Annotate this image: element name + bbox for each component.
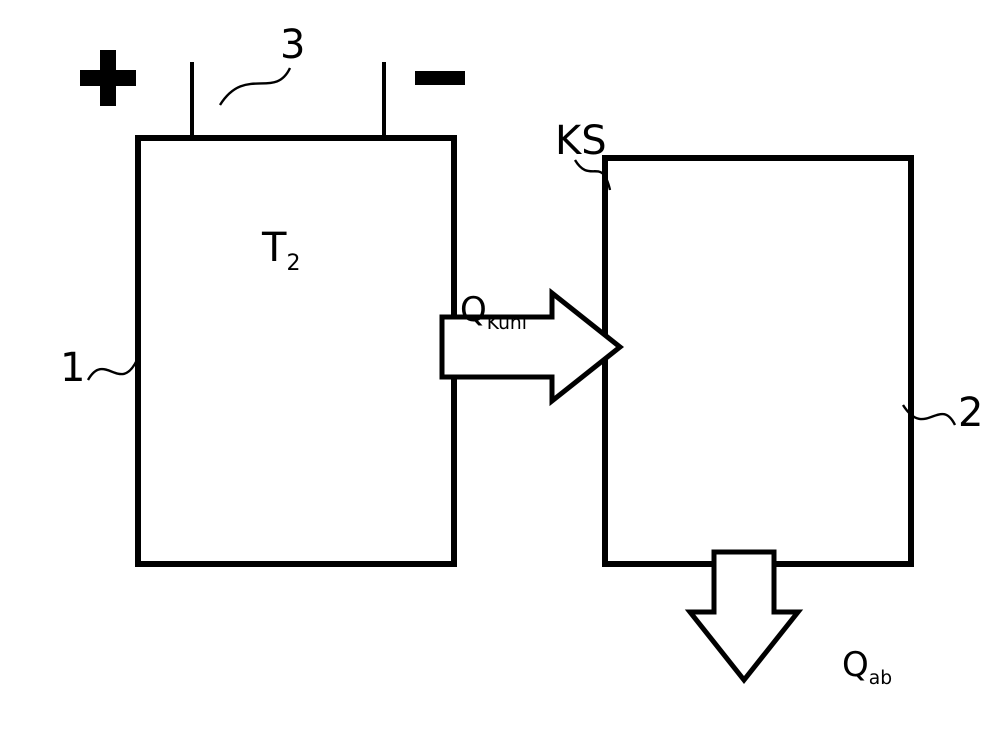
leader-ks: [0, 0, 1000, 733]
diagram-stage: T2 QKühl Qab KS 1 2 3: [0, 0, 1000, 733]
